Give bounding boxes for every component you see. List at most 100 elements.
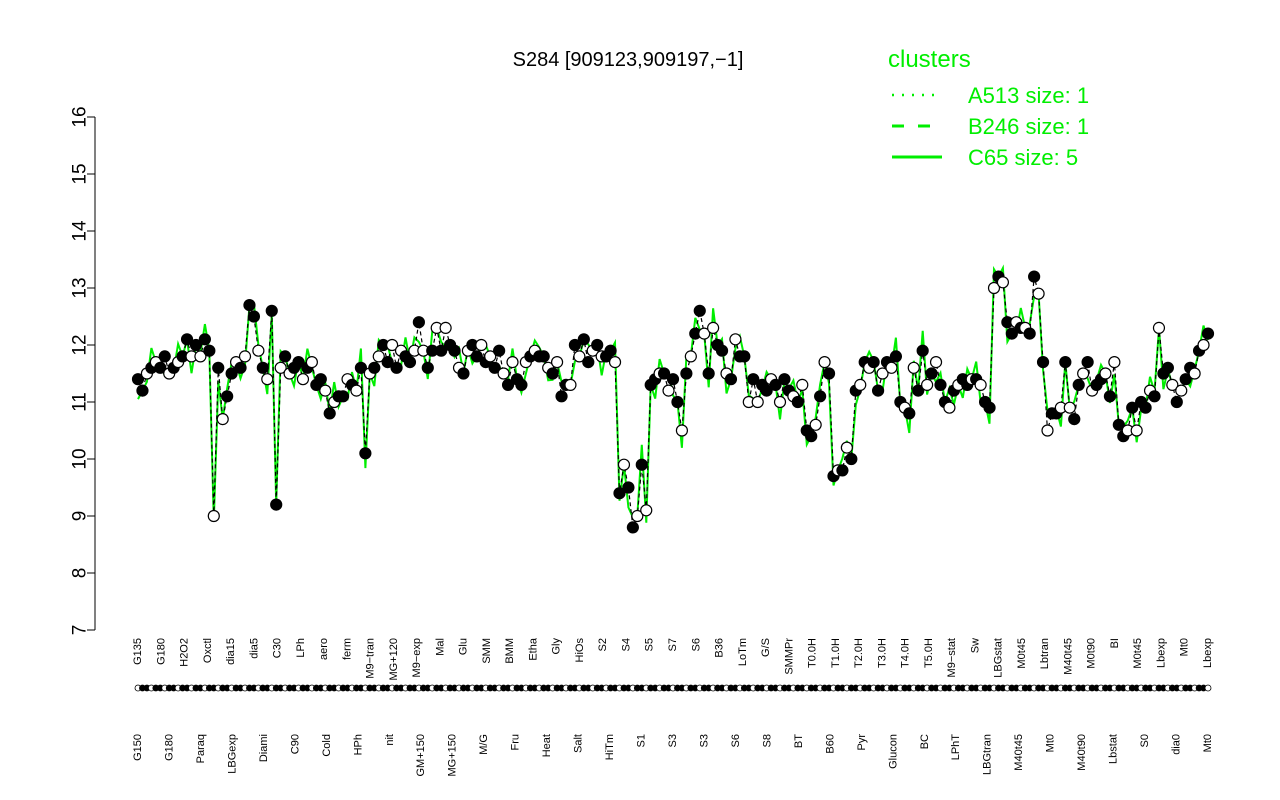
x-tick-label: G135 xyxy=(132,638,144,665)
data-point xyxy=(573,350,586,363)
data-point xyxy=(684,350,697,363)
data-point xyxy=(608,356,622,369)
x-tick-label: G150 xyxy=(132,734,144,761)
data-point xyxy=(1130,424,1143,437)
data-point xyxy=(996,276,1010,289)
data-point xyxy=(582,356,595,369)
data-point xyxy=(702,367,715,380)
x-tick-label: Lbtran xyxy=(1039,638,1051,669)
x-tick-label: M9−tran xyxy=(365,638,377,679)
data-point xyxy=(435,344,448,357)
data-point xyxy=(439,321,452,334)
y-tick-label: 11 xyxy=(70,392,91,412)
data-point xyxy=(1041,424,1054,437)
data-point xyxy=(1099,367,1112,380)
data-point xyxy=(323,407,336,420)
data-point xyxy=(617,458,631,471)
x-tick-label: M9−exp xyxy=(411,638,423,677)
x-tick-label: S3 xyxy=(667,734,679,747)
data-point xyxy=(1148,390,1161,403)
x-tick-label: T5.0H xyxy=(923,638,935,668)
x-tick-label: dia0 xyxy=(1171,734,1183,755)
data-point xyxy=(640,504,653,517)
y-tick-label: 9 xyxy=(70,511,91,522)
x-tick-label: T0.0H xyxy=(807,638,819,668)
x-tick-label: T3.0H xyxy=(876,638,888,668)
data-point xyxy=(1068,413,1081,426)
data-point xyxy=(198,333,211,346)
data-point xyxy=(907,361,920,374)
data-point xyxy=(773,395,787,409)
data-point xyxy=(760,384,773,397)
data-point xyxy=(1023,327,1036,340)
data-point xyxy=(470,350,483,363)
chart-title: S284 [909123,909197,−1] xyxy=(513,49,744,71)
x-tick-label: Heat xyxy=(541,734,553,757)
x-tick-label: Mt0 xyxy=(1045,734,1057,752)
data-point xyxy=(403,356,417,369)
x-tick-label: dia15 xyxy=(225,638,237,665)
data-point xyxy=(136,384,149,397)
data-point xyxy=(809,418,822,431)
data-point xyxy=(225,367,238,380)
data-point xyxy=(791,395,804,409)
data-point xyxy=(359,447,372,460)
y-tick-label: 10 xyxy=(70,448,91,469)
x-tick-label: T2.0H xyxy=(853,638,865,668)
y-axis: 7 8 9 10 11 12 13 14 15 16 xyxy=(70,106,96,635)
data-point xyxy=(974,378,987,391)
x-tick-label: M40t45 xyxy=(1062,638,1074,675)
data-point xyxy=(305,356,318,369)
x-tick-label: dia5 xyxy=(248,638,260,659)
data-point xyxy=(1179,373,1192,386)
data-point xyxy=(867,356,880,369)
data-point xyxy=(738,350,751,363)
data-point xyxy=(845,452,858,466)
data-point xyxy=(1108,356,1121,369)
x-tick-label: G180 xyxy=(155,638,167,665)
data-point xyxy=(854,378,867,391)
data-point xyxy=(1139,401,1152,414)
x-tick-label: BMM xyxy=(504,638,516,664)
x-tick-label: S4 xyxy=(620,638,632,651)
data-point xyxy=(818,356,831,369)
x-tick-label: M40t90 xyxy=(1076,734,1088,771)
data-point xyxy=(256,361,269,374)
data-point xyxy=(1077,367,1090,380)
x-tick-label: SMMPr xyxy=(783,638,795,675)
y-tick-label: 15 xyxy=(70,163,91,184)
data-point xyxy=(921,378,934,391)
data-point xyxy=(912,384,925,397)
x-tick-label: HiOs xyxy=(574,638,586,663)
data-point xyxy=(983,401,996,414)
data-point xyxy=(1152,321,1166,334)
data-point xyxy=(635,458,648,471)
data-point xyxy=(604,344,617,357)
x-tick-label: Glu xyxy=(458,638,470,655)
x-tick-label: S6 xyxy=(690,638,702,651)
data-point xyxy=(626,521,639,534)
y-tick-label: 13 xyxy=(70,277,91,298)
data-point xyxy=(537,350,550,363)
series-line-c65 xyxy=(137,264,1209,523)
data-point xyxy=(189,338,203,352)
data-point xyxy=(698,327,711,340)
x-tick-label: Salt xyxy=(573,734,585,753)
data-point xyxy=(247,310,261,323)
data-point xyxy=(747,373,760,386)
data-point xyxy=(1126,401,1139,414)
data-point xyxy=(390,361,403,374)
data-point xyxy=(180,333,194,346)
rug xyxy=(134,684,1212,692)
x-tick-label: BC xyxy=(919,734,931,749)
x-tick-label: Mal xyxy=(434,638,446,656)
data-point xyxy=(577,333,590,346)
x-tick-label: B60 xyxy=(824,734,836,754)
data-point xyxy=(751,395,764,409)
data-point xyxy=(270,498,283,511)
x-tick-label: S8 xyxy=(761,734,773,747)
x-tick-label: C30 xyxy=(272,638,284,658)
x-tick-label: C90 xyxy=(289,734,301,754)
x-tick-label: GM+150 xyxy=(415,734,427,777)
